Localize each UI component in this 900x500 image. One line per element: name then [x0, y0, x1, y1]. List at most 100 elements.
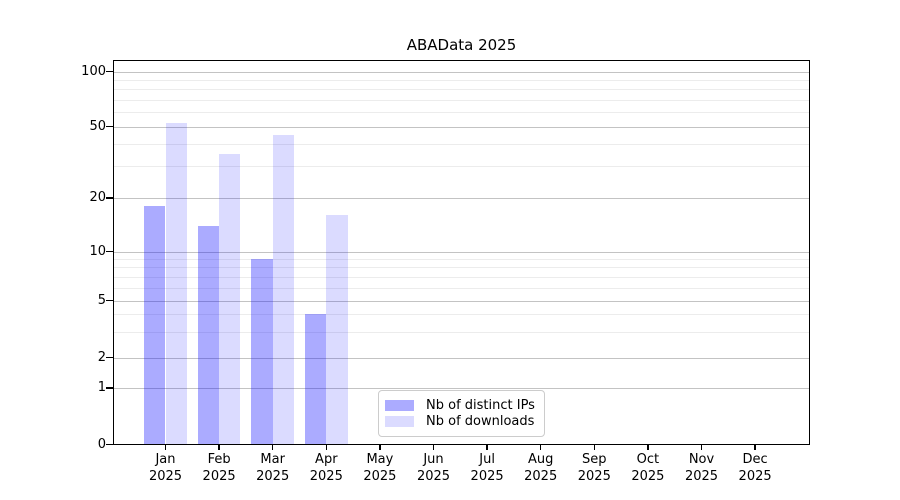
legend-swatch-distinct-ips — [385, 400, 414, 411]
x-axis-tick-label-line: 2025 — [631, 469, 665, 484]
bar-nb-of-distinct-ips-apr-2025 — [304, 314, 327, 445]
bar-nb-of-distinct-ips-mar-2025 — [251, 258, 273, 445]
x-axis-tick-label-line: 2025 — [577, 469, 611, 484]
legend-label-distinct-ips: Nb of distinct IPs — [426, 398, 535, 413]
x-axis-tick-label-line: Mar — [260, 452, 285, 467]
y-axis-tick-label: 2 — [97, 349, 106, 365]
x-axis-tick-label-line: 2025 — [256, 469, 290, 484]
minor-gridline — [113, 258, 810, 260]
x-axis-tick-mark — [164, 444, 167, 450]
bar-nb-of-downloads-apr-2025 — [326, 215, 348, 445]
x-axis-tick-label-line: Feb — [207, 452, 231, 467]
minor-gridline — [113, 314, 810, 316]
major-gridline — [113, 357, 810, 359]
x-axis-tick-label: Jan 2025 — [149, 451, 182, 485]
y-axis-tick-label: 0 — [97, 436, 106, 452]
x-axis-tick-label: Nov 2025 — [685, 451, 718, 485]
x-axis-tick-label-line: Sep — [582, 452, 607, 467]
x-axis-tick-label-line: Jul — [479, 452, 495, 467]
x-axis-tick-mark — [325, 444, 327, 450]
bar-nb-of-distinct-ips-feb-2025 — [197, 225, 220, 445]
x-axis-tick-label: May 2025 — [363, 451, 396, 485]
x-axis-tick-label-line: Dec — [742, 452, 768, 467]
bar-nb-of-downloads-jan-2025 — [165, 123, 187, 445]
x-axis-tick-label-line: 2025 — [148, 469, 183, 484]
legend-item-distinct-ips: Nb of distinct IPs — [385, 398, 536, 413]
legend: Nb of distinct IPs Nb of downloads — [378, 390, 545, 437]
minor-gridline — [113, 112, 810, 114]
x-axis-tick-label: Apr 2025 — [310, 451, 343, 485]
x-axis-tick-mark — [486, 444, 488, 450]
x-axis-tick-label: Jun 2025 — [417, 451, 450, 485]
x-axis-tick-label: Sep 2025 — [578, 451, 611, 485]
x-axis-tick-label-line: Jan — [155, 452, 176, 467]
major-gridline — [113, 388, 810, 389]
minor-gridline — [113, 89, 810, 91]
x-axis-tick-mark — [593, 444, 595, 450]
minor-gridline — [113, 99, 810, 101]
x-axis-tick-label: Oct 2025 — [631, 451, 664, 485]
x-axis-tick-label: Dec 2025 — [739, 451, 772, 485]
major-gridline — [113, 251, 810, 253]
x-axis-tick-mark — [700, 444, 703, 450]
major-gridline — [113, 300, 810, 302]
y-axis-tick-mark — [106, 125, 113, 128]
major-gridline — [113, 126, 810, 128]
x-axis-tick-label: Mar 2025 — [256, 451, 289, 485]
minor-gridline — [113, 332, 810, 334]
x-axis-tick-label-line: 2025 — [363, 469, 397, 484]
y-axis-tick-mark — [106, 443, 113, 446]
bar-nb-of-downloads-mar-2025 — [272, 134, 295, 445]
x-axis-tick-label-line: Nov — [688, 452, 715, 467]
x-axis-tick-label-line: 2025 — [470, 469, 504, 484]
minor-gridline — [113, 287, 810, 289]
x-axis-tick-label-line: Aug — [527, 452, 554, 467]
x-axis-tick-mark — [540, 444, 542, 450]
minor-gridline — [113, 166, 810, 168]
x-axis-tick-label: Feb 2025 — [203, 451, 236, 485]
x-axis-tick-mark — [432, 444, 435, 450]
y-axis-tick-label: 5 — [97, 292, 106, 308]
x-axis-tick-label-line: 2025 — [416, 469, 451, 484]
bar-nb-of-downloads-feb-2025 — [219, 154, 241, 445]
x-axis-tick-label-line: Oct — [636, 452, 660, 467]
bar-nb-of-distinct-ips-jan-2025 — [144, 206, 166, 445]
x-axis-tick-label-line: 2025 — [738, 469, 772, 484]
minor-gridline — [113, 276, 810, 278]
y-axis-tick-mark — [106, 250, 113, 253]
y-axis-tick-label: 50 — [89, 118, 106, 134]
x-axis-tick-label: Aug 2025 — [524, 451, 557, 485]
y-axis-tick-label: 10 — [89, 243, 106, 259]
x-axis-tick-label-line: 2025 — [524, 469, 558, 484]
x-axis-tick-label-line: 2025 — [202, 469, 236, 484]
chart-title: ABAData 2025 — [406, 36, 517, 54]
x-axis-tick-label-line: May — [366, 452, 394, 467]
x-axis-tick-mark — [272, 444, 274, 450]
y-axis-tick-mark — [106, 70, 113, 73]
x-axis-tick-label-line: Apr — [315, 452, 338, 467]
x-axis-tick-label-line: 2025 — [684, 469, 719, 484]
x-axis-tick-label-line: Jun — [423, 452, 444, 467]
y-axis-tick-label: 100 — [81, 63, 106, 79]
major-gridline — [113, 71, 810, 73]
y-axis-tick-mark — [106, 299, 113, 302]
x-axis-tick-mark — [647, 444, 649, 450]
x-axis-tick-label-line: 2025 — [309, 469, 343, 484]
legend-item-downloads: Nb of downloads — [385, 414, 536, 429]
y-axis-tick-mark — [106, 387, 113, 389]
minor-gridline — [113, 143, 810, 145]
x-axis-tick-mark — [218, 444, 220, 450]
x-axis-tick-label: Jul 2025 — [471, 451, 504, 485]
legend-label-downloads: Nb of downloads — [426, 414, 535, 429]
y-axis-tick-mark — [106, 197, 113, 199]
y-axis-tick-mark — [106, 356, 113, 359]
y-axis-tick-label: 1 — [97, 380, 106, 395]
x-axis-tick-mark — [379, 444, 381, 450]
minor-gridline — [113, 79, 810, 81]
x-axis-tick-mark — [754, 444, 756, 450]
y-axis-tick-label: 20 — [89, 190, 106, 205]
minor-gridline — [113, 267, 810, 269]
major-gridline — [113, 198, 810, 199]
plot-area — [113, 60, 810, 445]
